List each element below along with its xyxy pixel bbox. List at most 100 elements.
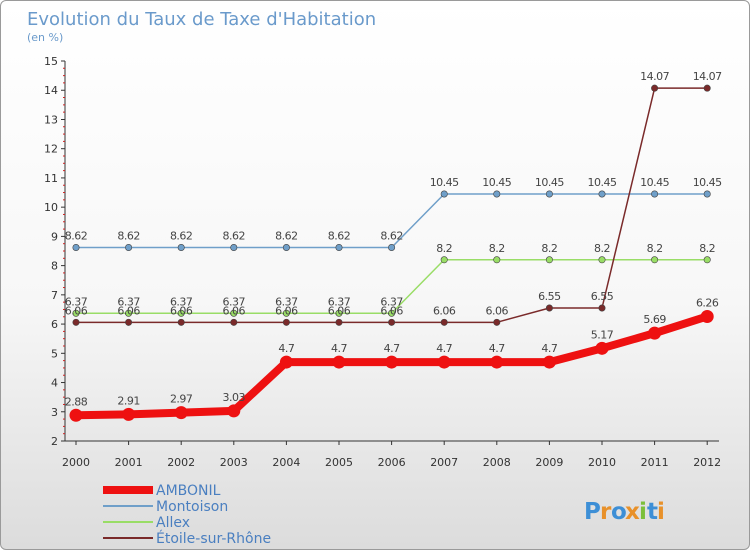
data-label: 2.88 <box>65 395 88 408</box>
data-point <box>545 256 553 264</box>
data-label: 6.06 <box>65 304 88 317</box>
data-label: 6.37 <box>65 295 88 308</box>
x-tick-label: 2009 <box>535 456 563 469</box>
data-point <box>651 190 659 198</box>
data-label: 6.06 <box>328 304 351 317</box>
data-point <box>595 341 609 355</box>
data-label: 14.07 <box>640 70 669 83</box>
data-label: 8.2 <box>647 242 663 255</box>
y-tick-label: 5 <box>51 347 58 360</box>
data-label: 4.7 <box>489 342 505 355</box>
data-label: 10.45 <box>588 176 617 189</box>
y-tick-label: 8 <box>51 260 58 273</box>
data-point <box>282 318 290 326</box>
data-label: 4.7 <box>331 342 347 355</box>
data-point <box>69 408 83 422</box>
y-tick-label: 15 <box>44 55 58 68</box>
y-tick-label: 14 <box>44 84 58 97</box>
data-label: 4.7 <box>541 342 557 355</box>
data-point <box>177 318 185 326</box>
x-tick-label: 2006 <box>378 456 406 469</box>
data-label: 4.7 <box>278 342 294 355</box>
y-tick-label: 7 <box>51 289 58 302</box>
data-point <box>388 309 396 317</box>
data-point <box>703 256 711 264</box>
data-point <box>385 355 399 369</box>
y-tick-label: 11 <box>44 172 58 185</box>
data-label: 6.37 <box>380 295 403 308</box>
data-label: 3.03 <box>223 391 246 404</box>
data-point <box>125 309 133 317</box>
data-point <box>174 406 188 420</box>
logo-letter: i <box>639 499 647 525</box>
data-point <box>335 309 343 317</box>
y-tick-label: 4 <box>51 377 58 390</box>
data-point <box>542 355 556 369</box>
logo-letter: i <box>657 499 665 525</box>
data-label: 6.06 <box>433 304 456 317</box>
data-label: 6.06 <box>170 304 193 317</box>
y-tick-label: 2 <box>51 435 58 448</box>
x-tick-label: 2007 <box>430 456 458 469</box>
x-tick-label: 2001 <box>115 456 143 469</box>
data-point <box>125 318 133 326</box>
data-point <box>598 190 606 198</box>
data-point <box>388 318 396 326</box>
data-label: 8.62 <box>223 229 246 242</box>
series-0 <box>69 309 714 422</box>
y-tick-label: 3 <box>51 406 58 419</box>
data-label: 6.55 <box>591 290 614 303</box>
x-tick-label: 2000 <box>62 456 90 469</box>
data-point <box>72 318 80 326</box>
data-point <box>545 190 553 198</box>
data-point <box>651 84 659 92</box>
data-point <box>230 318 238 326</box>
data-label: 2.91 <box>117 394 140 407</box>
y-tick-label: 13 <box>44 113 58 126</box>
data-label: 8.2 <box>489 242 505 255</box>
data-point <box>122 407 136 421</box>
data-point <box>230 309 238 317</box>
data-label: 10.45 <box>535 176 564 189</box>
data-point <box>493 318 501 326</box>
data-label: 8.62 <box>275 229 298 242</box>
y-tick-label: 10 <box>44 201 58 214</box>
series-2 <box>72 256 711 317</box>
data-label: 10.45 <box>640 176 669 189</box>
series-line <box>76 87 708 324</box>
data-label: 10.45 <box>693 176 722 189</box>
y-tick-label: 6 <box>51 318 58 331</box>
logo-letter: P <box>584 499 601 525</box>
legend-label: AMBONIL <box>156 483 221 499</box>
data-point <box>332 355 346 369</box>
data-label: 6.26 <box>696 296 719 309</box>
x-tick-label: 2002 <box>167 456 195 469</box>
data-point <box>230 243 238 251</box>
x-tick-label: 2003 <box>220 456 248 469</box>
data-label: 2.97 <box>170 393 193 406</box>
y-tick-label: 12 <box>44 143 58 156</box>
data-label: 8.62 <box>65 229 88 242</box>
data-point <box>282 243 290 251</box>
data-point <box>545 304 553 312</box>
data-point <box>700 309 714 323</box>
data-point <box>437 355 451 369</box>
data-point <box>177 309 185 317</box>
chart-title: Evolution du Taux de Taxe d'Habitation <box>27 9 376 30</box>
logo-letter: o <box>611 499 627 525</box>
data-point <box>440 256 448 264</box>
data-label: 6.06 <box>380 304 403 317</box>
data-label: 10.45 <box>430 176 459 189</box>
data-point <box>493 190 501 198</box>
data-point <box>177 243 185 251</box>
data-point <box>493 256 501 264</box>
data-label: 8.2 <box>436 242 452 255</box>
x-tick-label: 2012 <box>693 456 721 469</box>
data-point <box>651 256 659 264</box>
data-label: 4.7 <box>436 342 452 355</box>
series-layer: 8.62 8.62 8.62 8.62 8.62 8.62 8.62 10.45 10.45 10… <box>65 70 723 422</box>
data-label: 6.37 <box>170 295 193 308</box>
data-point <box>703 84 711 92</box>
